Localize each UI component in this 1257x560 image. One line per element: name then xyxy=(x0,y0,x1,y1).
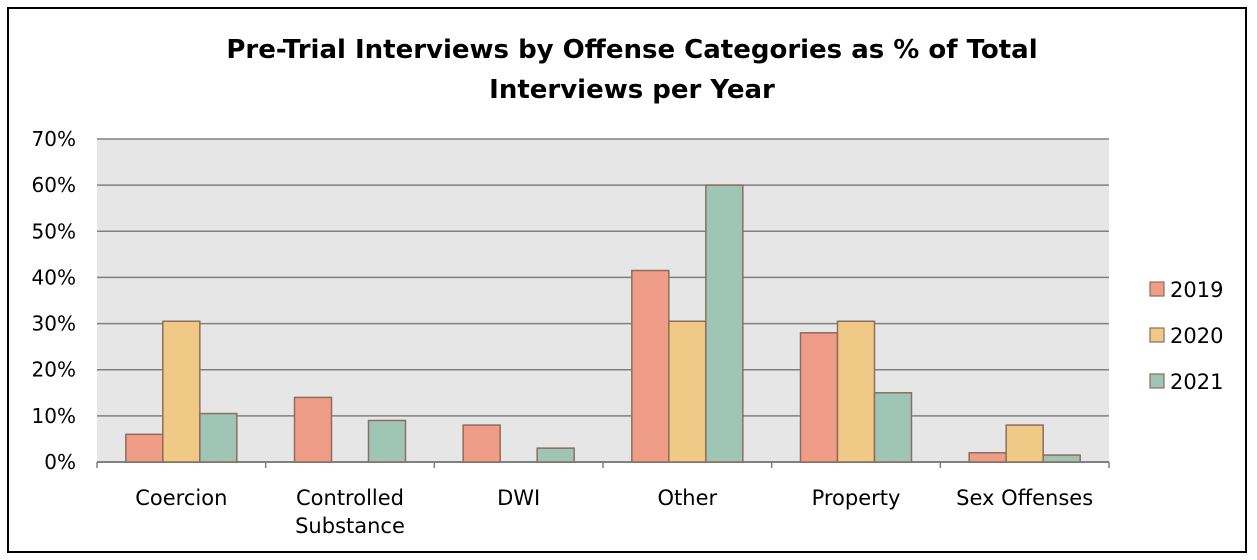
bar-2019 xyxy=(631,269,670,463)
bar-2019 xyxy=(799,332,839,463)
legend-swatch-2020 xyxy=(1149,327,1165,343)
y-tick-label: 50% xyxy=(32,219,76,243)
bar-2020 xyxy=(668,320,707,463)
y-tick-label: 70% xyxy=(32,127,76,151)
category-label: Sex Offenses xyxy=(956,486,1093,510)
plot-area xyxy=(97,139,1109,462)
legend: 2019 2020 2021 xyxy=(1149,278,1223,394)
y-tick-label: 30% xyxy=(32,312,76,336)
x-axis-categories: Coercion Controlled Substance DWI Other Prope… xyxy=(135,486,1093,538)
legend-label-2019: 2019 xyxy=(1170,278,1223,302)
bar-2021 xyxy=(705,184,744,463)
bar-2019 xyxy=(293,396,333,463)
legend-label-2021: 2021 xyxy=(1170,370,1223,394)
category-label: Substance xyxy=(295,514,405,538)
category-label: Controlled xyxy=(296,486,404,510)
gridlines xyxy=(96,138,1110,468)
y-tick-label: 60% xyxy=(32,173,76,197)
bars xyxy=(125,184,1081,463)
y-tick-label: 40% xyxy=(32,265,76,289)
bar-2021 xyxy=(367,419,407,463)
y-tick-label: 0% xyxy=(44,450,76,474)
bar-2021 xyxy=(873,392,913,463)
category-label: Property xyxy=(812,486,901,510)
y-axis-ticks: 0% 10% 20% 30% 40% 50% 60% 70% xyxy=(32,127,76,474)
category-label: Other xyxy=(658,486,718,510)
category-label: DWI xyxy=(497,486,540,510)
bar-2020 xyxy=(1005,424,1044,463)
bar-2021 xyxy=(1042,454,1081,463)
bar-2019 xyxy=(968,452,1007,463)
legend-swatch-2019 xyxy=(1149,281,1165,297)
y-tick-label: 10% xyxy=(32,404,76,428)
bar-2019 xyxy=(462,424,501,463)
bar-2021 xyxy=(199,412,238,463)
bar-2021 xyxy=(536,447,575,463)
bar-2020 xyxy=(162,320,201,463)
bar-2019 xyxy=(125,433,164,463)
legend-label-2020: 2020 xyxy=(1170,324,1223,348)
y-tick-label: 20% xyxy=(32,358,76,382)
category-label: Coercion xyxy=(135,486,227,510)
chart-title-line-1: Pre-Trial Interviews by Offense Categori… xyxy=(226,35,1037,65)
bar-2020 xyxy=(836,320,876,463)
legend-swatch-2021 xyxy=(1149,373,1165,389)
chart-title-line-2: Interviews per Year xyxy=(489,75,775,105)
